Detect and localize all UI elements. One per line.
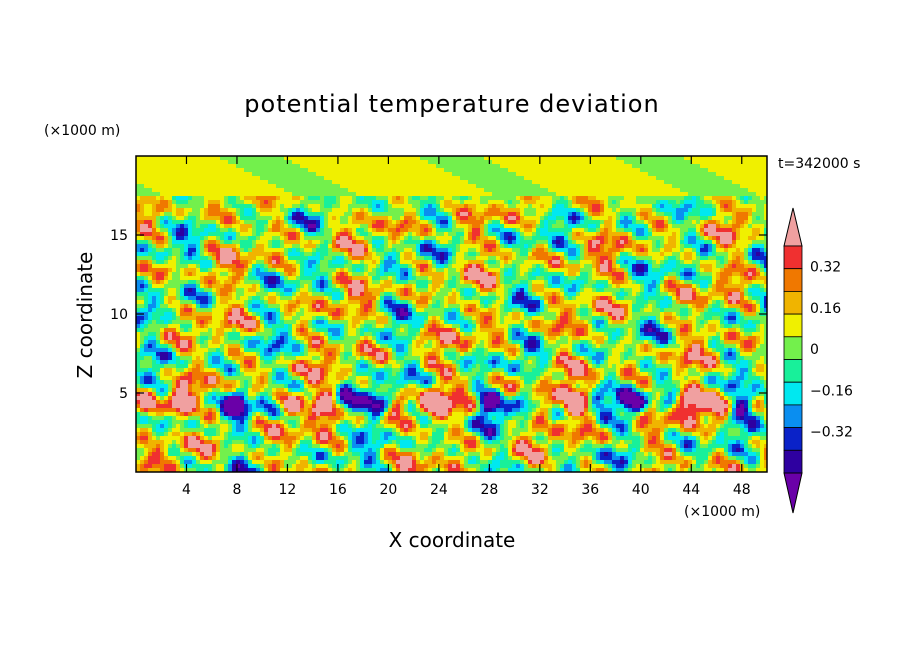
x-axis-label: X coordinate (389, 528, 516, 552)
x-tick-label: 12 (279, 482, 297, 498)
colorbar-segment (783, 290, 803, 315)
x-tick-label: 48 (733, 482, 751, 498)
colorbar: 0.32 0.16 0 −0.16 −0.32 (783, 207, 853, 514)
x-tick-label: 36 (581, 482, 599, 498)
colorbar-segment (783, 381, 803, 406)
x-tick-label: 8 (232, 482, 241, 498)
x-tick-label: 4 (182, 482, 191, 498)
x-tick-label: 28 (480, 482, 498, 498)
y-axis-unit: (×1000 m) (44, 123, 120, 139)
colorbar-tick-label: 0 (810, 342, 819, 358)
colorbar-segment (783, 268, 803, 292)
x-axis: 4 8 12 16 20 24 28 32 36 40 44 48 (182, 156, 751, 498)
heatmap-field (136, 156, 767, 472)
colorbar-tick-label: −0.16 (810, 383, 853, 399)
colorbar-arrow-top (783, 207, 803, 247)
colorbar-segment (783, 359, 803, 383)
x-tick-label: 44 (682, 482, 700, 498)
y-tick-label: 10 (110, 307, 128, 323)
x-axis-unit: (×1000 m) (684, 504, 760, 520)
colorbar-segment (783, 427, 803, 451)
colorbar-tick-label: −0.32 (810, 425, 853, 441)
x-tick-label: 40 (632, 482, 650, 498)
colorbar-tick-label: 0.32 (810, 260, 841, 276)
x-tick-label: 24 (430, 482, 448, 498)
colorbar-segment (783, 313, 803, 338)
colorbar-segment (783, 336, 803, 360)
colorbar-tick-label: 0.16 (810, 301, 841, 317)
colorbar-segment (783, 404, 803, 428)
time-label: t=342000 s (778, 156, 860, 172)
y-tick-label: 5 (119, 386, 128, 402)
x-tick-label: 32 (531, 482, 549, 498)
x-tick-label: 20 (379, 482, 397, 498)
colorbar-segment (783, 245, 803, 270)
chart-title: potential temperature deviation (244, 90, 659, 118)
colorbar-arrow-bottom (783, 472, 803, 514)
y-tick-label: 15 (110, 228, 128, 244)
colorbar-segment (783, 449, 803, 474)
y-axis-label: Z coordinate (73, 252, 97, 379)
x-tick-label: 16 (329, 482, 347, 498)
y-axis: 5 10 15 (110, 228, 767, 402)
